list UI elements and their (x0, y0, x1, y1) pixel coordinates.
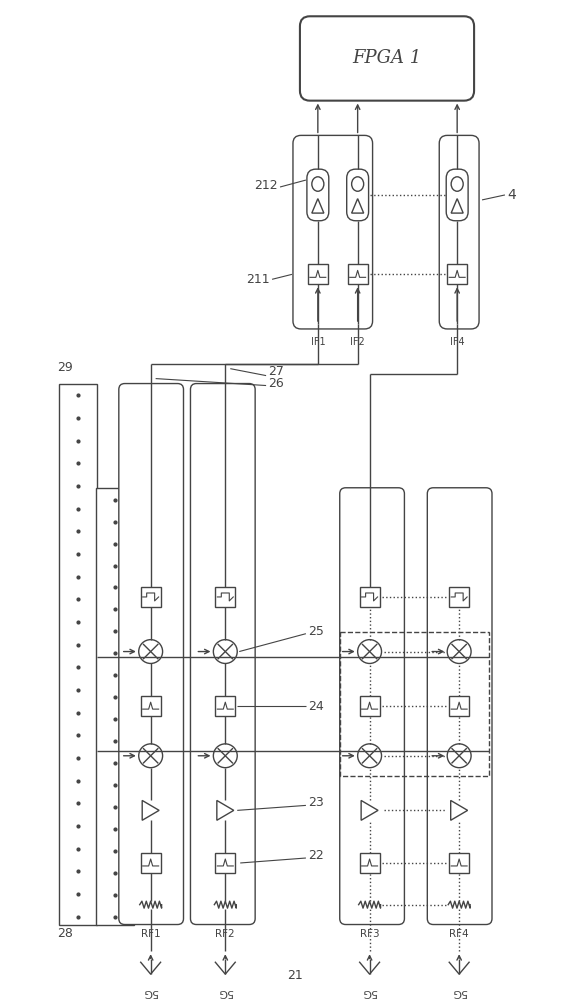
FancyBboxPatch shape (446, 169, 468, 221)
Text: 22: 22 (308, 849, 324, 862)
FancyBboxPatch shape (300, 16, 474, 101)
Polygon shape (451, 800, 468, 820)
FancyBboxPatch shape (293, 135, 372, 329)
Text: RF1: RF1 (141, 929, 161, 939)
Text: 23: 23 (308, 796, 324, 809)
Circle shape (447, 744, 471, 768)
FancyBboxPatch shape (340, 488, 404, 925)
FancyBboxPatch shape (307, 169, 329, 221)
Bar (340, 632, 489, 776)
Bar (449, 696, 469, 716)
Circle shape (213, 744, 237, 768)
FancyBboxPatch shape (439, 135, 479, 329)
Bar (348, 264, 368, 284)
Text: 28: 28 (57, 927, 73, 940)
Text: 25: 25 (308, 625, 324, 638)
Text: RF3: RF3 (360, 929, 379, 939)
Bar (447, 264, 467, 284)
Text: 24: 24 (308, 700, 324, 713)
Bar (449, 587, 469, 607)
Text: 21: 21 (287, 969, 303, 982)
Text: FPGA 1: FPGA 1 (352, 49, 422, 67)
Polygon shape (361, 800, 378, 820)
Circle shape (358, 744, 382, 768)
Text: 5G: 5G (143, 987, 158, 997)
Text: 5G: 5G (451, 987, 467, 997)
Polygon shape (312, 199, 324, 213)
Polygon shape (451, 199, 463, 213)
Text: 4: 4 (507, 188, 516, 202)
Circle shape (139, 640, 162, 663)
Circle shape (139, 744, 162, 768)
Polygon shape (142, 800, 159, 820)
Text: 26: 26 (268, 377, 284, 390)
Bar (449, 853, 469, 873)
FancyBboxPatch shape (190, 384, 255, 925)
Bar (215, 696, 235, 716)
Bar (59, 384, 97, 925)
Text: IF2: IF2 (350, 337, 365, 347)
FancyBboxPatch shape (347, 169, 368, 221)
FancyBboxPatch shape (427, 488, 492, 925)
Bar (215, 853, 235, 873)
Circle shape (447, 640, 471, 663)
Bar (96, 488, 134, 925)
Polygon shape (352, 199, 364, 213)
Text: 5G: 5G (362, 987, 378, 997)
Polygon shape (217, 800, 234, 820)
Bar (308, 264, 328, 284)
Ellipse shape (451, 177, 463, 191)
Text: 29: 29 (57, 361, 73, 374)
Bar (215, 587, 235, 607)
Text: IF4: IF4 (450, 337, 464, 347)
Bar (360, 696, 380, 716)
Text: RF4: RF4 (450, 929, 469, 939)
Ellipse shape (352, 177, 364, 191)
Ellipse shape (312, 177, 324, 191)
Text: 5G: 5G (217, 987, 233, 997)
Circle shape (213, 640, 237, 663)
Text: IF1: IF1 (311, 337, 325, 347)
Circle shape (358, 640, 382, 663)
Bar (141, 587, 161, 607)
Bar (360, 853, 380, 873)
Bar (141, 696, 161, 716)
Bar (141, 853, 161, 873)
Text: 211: 211 (247, 273, 270, 286)
Text: 27: 27 (268, 365, 284, 378)
Text: RF2: RF2 (216, 929, 235, 939)
Bar (360, 587, 380, 607)
Text: 212: 212 (255, 179, 278, 192)
FancyBboxPatch shape (119, 384, 184, 925)
